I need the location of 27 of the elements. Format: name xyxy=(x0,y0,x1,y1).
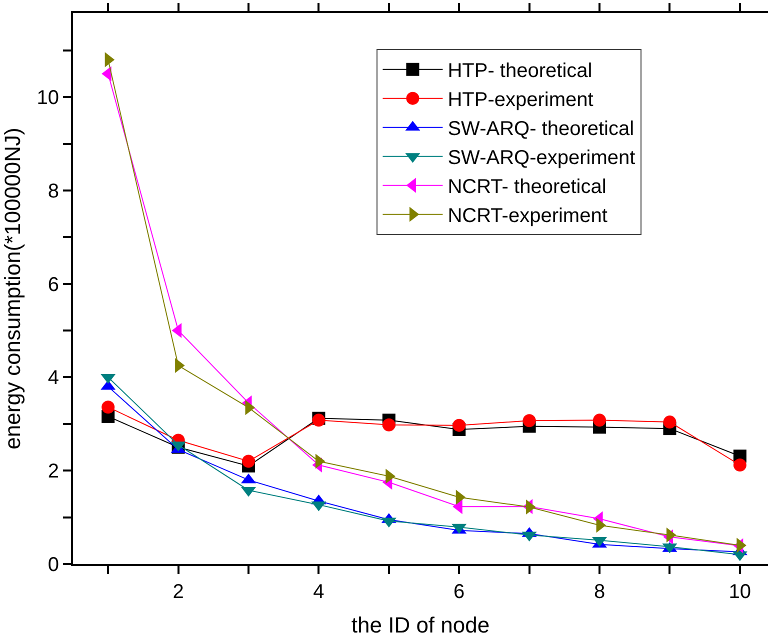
x-tick-label: 6 xyxy=(454,581,465,603)
point xyxy=(663,416,676,429)
x-tick-label: 8 xyxy=(594,581,606,603)
y-tick-label: 10 xyxy=(36,87,59,110)
y-tick-label: 0 xyxy=(48,554,59,576)
y-tick-label: 6 xyxy=(48,274,59,296)
point xyxy=(452,418,466,432)
point xyxy=(733,458,746,472)
legend-label: SW-ARQ- theoretical xyxy=(448,118,634,140)
x-tick-label: 4 xyxy=(313,581,324,603)
x-axis-title: the ID of node xyxy=(351,612,490,638)
legend-label: SW-ARQ-experiment xyxy=(448,147,636,170)
legend-label: HTP-experiment xyxy=(448,89,594,112)
point xyxy=(522,414,536,428)
y-axis-title: energy consumption(*100000NJ) xyxy=(0,128,25,450)
legend-label: NCRT-experiment xyxy=(448,205,608,228)
x-tick-label: 2 xyxy=(172,581,184,603)
point xyxy=(242,454,256,468)
y-tick-label: 8 xyxy=(48,180,59,202)
point xyxy=(382,418,396,432)
legend-label: HTP- theoretical xyxy=(448,60,592,82)
point xyxy=(593,414,606,427)
y-tick-label: 4 xyxy=(48,367,59,390)
point xyxy=(102,400,115,414)
x-tick-label: 10 xyxy=(728,581,752,603)
y-tick-label: 2 xyxy=(48,460,59,483)
legend-label: NCRT- theoretical xyxy=(448,176,606,198)
